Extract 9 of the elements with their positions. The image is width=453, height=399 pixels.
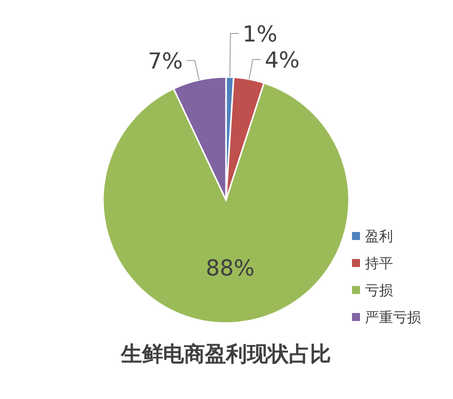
legend-label: 亏损 [365,283,393,299]
data-label: 7% [148,49,183,74]
data-label: 88% [206,256,255,282]
text: 生鲜电商盈利现状占比 [120,342,331,366]
data-label: 1% [242,22,278,48]
legend-label: 盈利 [365,229,393,245]
data-label: 4% [264,48,300,74]
legend-label: 严重亏损 [365,310,421,326]
legend-label: 持平 [365,256,393,272]
